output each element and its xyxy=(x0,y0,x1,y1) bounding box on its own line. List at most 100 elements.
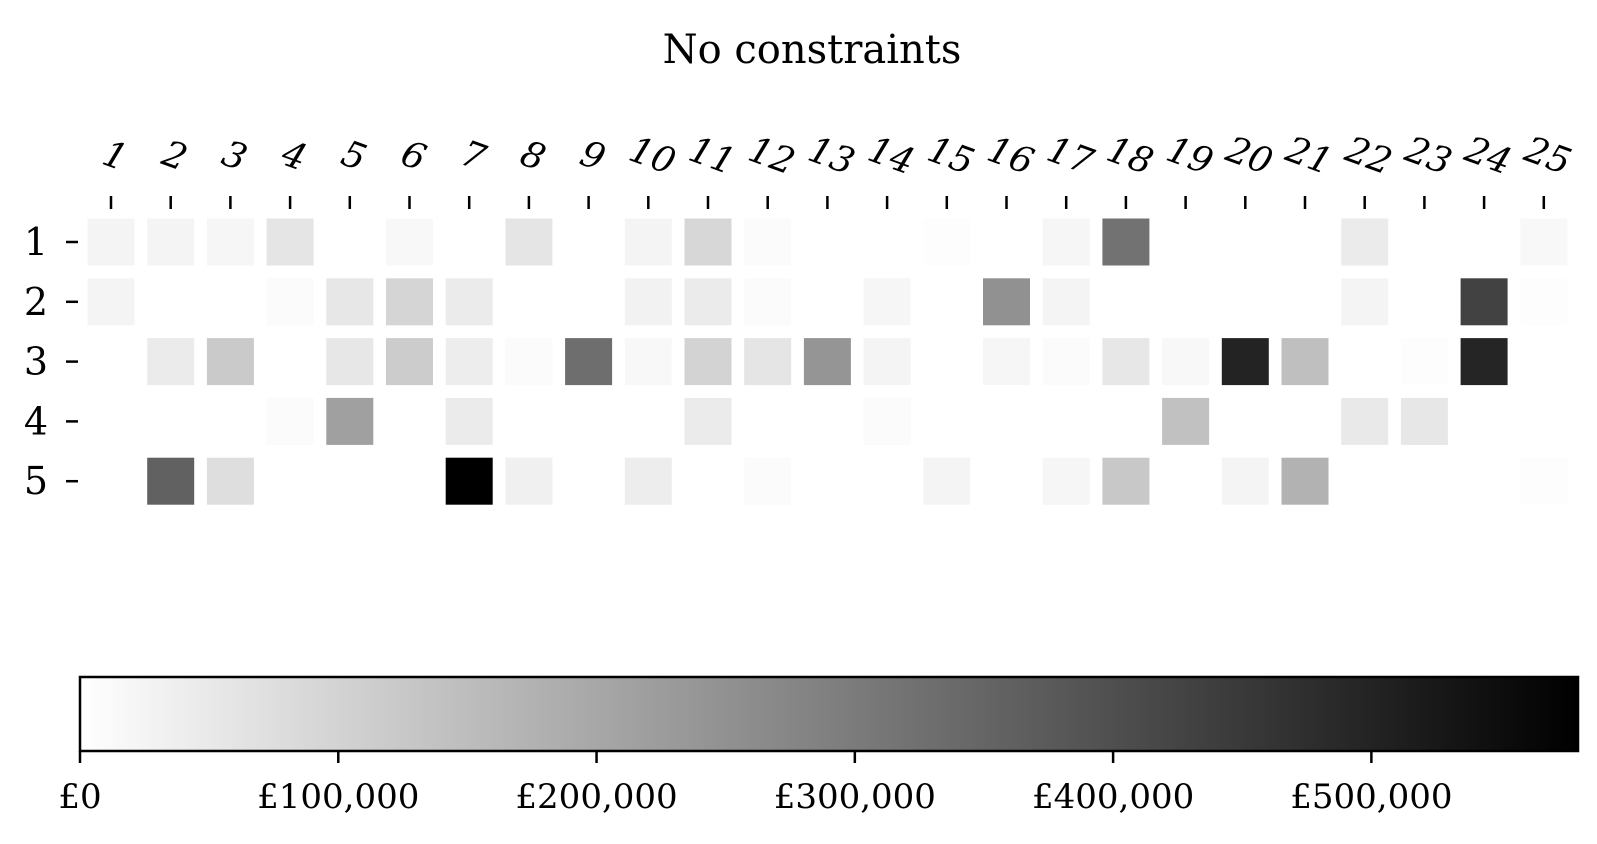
heatmap-cell xyxy=(505,278,553,326)
heatmap-cell xyxy=(505,397,553,445)
heatmap-cell xyxy=(803,338,851,386)
heatmap-cell xyxy=(923,397,971,445)
heatmap-cell xyxy=(147,218,195,266)
heatmap-cell xyxy=(565,397,613,445)
heatmap-cell xyxy=(624,278,672,326)
heatmap-cell xyxy=(684,457,732,505)
heatmap-cell xyxy=(565,218,613,266)
heatmap-cell xyxy=(803,278,851,326)
heatmap-cell xyxy=(744,218,792,266)
heatmap-cell xyxy=(1460,397,1508,445)
heatmap-cell xyxy=(326,278,374,326)
heatmap-cell xyxy=(803,457,851,505)
heatmap-cell xyxy=(923,218,971,266)
heatmap-cell xyxy=(744,397,792,445)
heatmap-cell xyxy=(1281,338,1329,386)
heatmap-cell xyxy=(1221,218,1269,266)
heatmap-cell xyxy=(326,218,374,266)
heatmap-cell xyxy=(1162,457,1210,505)
heatmap-cell xyxy=(147,278,195,326)
heatmap-cell xyxy=(1162,278,1210,326)
heatmap-cell xyxy=(1221,278,1269,326)
heatmap-cell xyxy=(147,457,195,505)
heatmap-cell xyxy=(983,457,1030,505)
heatmap-cell xyxy=(1341,338,1389,386)
heatmap-cell xyxy=(505,218,553,266)
heatmap-cell xyxy=(386,278,433,326)
column-tick-label: 20 xyxy=(1220,129,1278,184)
heatmap-cell xyxy=(206,278,254,326)
heatmap-cell xyxy=(1102,338,1150,386)
heatmap-cell xyxy=(1102,457,1150,505)
heatmap-cell xyxy=(386,397,433,445)
heatmap-cell xyxy=(803,218,851,266)
column-tick-label: 22 xyxy=(1339,129,1397,184)
heatmap-cell xyxy=(445,397,493,445)
heatmap-cell xyxy=(744,457,792,505)
heatmap-cell xyxy=(1460,218,1508,266)
heatmap-cell xyxy=(1400,338,1448,386)
heatmap-cell xyxy=(1221,338,1269,386)
column-tick-label: 7 xyxy=(455,133,491,179)
column-tick-label: 16 xyxy=(982,129,1039,183)
heatmap-cell xyxy=(386,457,433,505)
row-axis: 1 2 3 4 5 xyxy=(24,220,78,503)
heatmap-cell xyxy=(266,457,314,505)
heatmap-cell xyxy=(266,218,314,266)
heatmap-cell xyxy=(1460,457,1508,505)
heatmap-cell xyxy=(684,338,732,386)
heatmap-cell xyxy=(87,397,135,445)
heatmap-cell xyxy=(1520,397,1568,445)
heatmap-cell xyxy=(206,457,254,505)
heatmap-cell xyxy=(147,397,195,445)
column-tick-label: 3 xyxy=(217,133,253,179)
colorbar xyxy=(78,675,1580,753)
heatmap-cell xyxy=(1281,218,1329,266)
column-tick-label: 4 xyxy=(275,133,311,180)
column-tick-label: 21 xyxy=(1279,129,1337,184)
heatmap-cell xyxy=(1162,218,1210,266)
chart-title: No constraints xyxy=(663,27,962,73)
heatmap-cell xyxy=(1281,278,1329,326)
heatmap-cells xyxy=(87,218,1568,505)
heatmap-cell xyxy=(744,278,792,326)
colorbar-axis: £0 £100,000 £200,000 £300,000 £400,000 £500,0… xyxy=(58,751,1452,817)
column-tick-label: 11 xyxy=(683,129,740,183)
colorbar-tick-label: £500,000 xyxy=(1290,777,1452,817)
heatmap-cell xyxy=(863,338,911,386)
colorbar-tick-label: £0 xyxy=(58,777,101,817)
row-tick-label: 1 xyxy=(24,220,48,264)
column-tick-label: 1 xyxy=(97,133,133,179)
column-tick-label: 5 xyxy=(336,133,372,179)
heatmap-cell xyxy=(1281,397,1329,445)
column-tick-label: 6 xyxy=(396,133,432,179)
heatmap-cell xyxy=(983,397,1030,445)
heatmap-cell xyxy=(326,397,374,445)
heatmap-cell xyxy=(1042,397,1090,445)
column-tick-label: 14 xyxy=(862,129,919,183)
heatmap-cell xyxy=(923,278,971,326)
heatmap-cell xyxy=(206,338,254,386)
heatmap-cell xyxy=(624,338,672,386)
colorbar-tick-label: £100,000 xyxy=(257,777,419,817)
heatmap-cell xyxy=(1162,338,1210,386)
column-tick-label: 13 xyxy=(803,129,860,183)
column-tick-label: 2 xyxy=(156,133,192,180)
heatmap-cell xyxy=(1341,457,1389,505)
heatmap-cell xyxy=(1400,397,1448,445)
heatmap-cell xyxy=(1281,457,1329,505)
heatmap-cell xyxy=(565,457,613,505)
heatmap-cell xyxy=(863,397,911,445)
heatmap-cell xyxy=(445,218,493,266)
heatmap-cell xyxy=(1341,278,1389,326)
heatmap-cell xyxy=(386,218,433,266)
heatmap-cell xyxy=(1042,457,1090,505)
column-tick-label: 18 xyxy=(1101,129,1158,183)
heatmap-cell xyxy=(923,457,971,505)
heatmap-cell xyxy=(624,397,672,445)
heatmap-cell xyxy=(266,397,314,445)
heatmap-cell xyxy=(445,457,493,505)
heatmap-cell xyxy=(1520,278,1568,326)
heatmap-cell xyxy=(1520,338,1568,386)
